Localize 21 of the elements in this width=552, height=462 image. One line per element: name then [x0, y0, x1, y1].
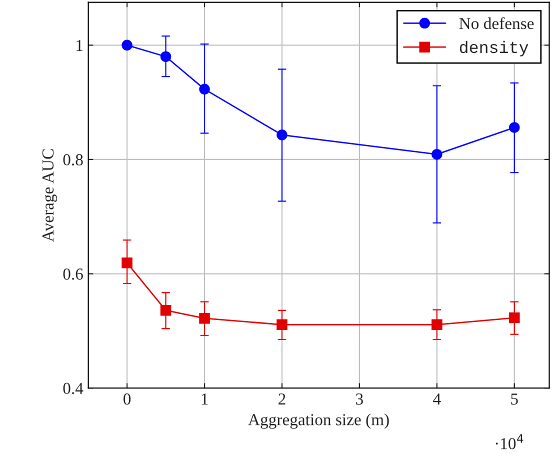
- point: [509, 312, 520, 324]
- text: ·10$^{4}$: [496, 434, 524, 450]
- point: [199, 312, 210, 324]
- point: [432, 319, 442, 330]
- x-tick-label: 0: [124, 393, 131, 405]
- x-tick-label: 2: [278, 393, 286, 405]
- legend-label: density: [460, 40, 528, 56]
- y-tick-label: 0.4: [63, 382, 84, 394]
- point: [122, 258, 132, 268]
- y-tick-label: 0.6: [63, 268, 83, 280]
- x-tick-label: 5: [511, 394, 518, 405]
- x-tick-label: 3: [356, 393, 363, 405]
- point: [122, 40, 132, 51]
- point: [276, 319, 288, 330]
- y-axis-title: Average AUC: [42, 149, 58, 242]
- x-axis-title: Aggregation size (m): [248, 414, 389, 429]
- x-tick-label: 1: [202, 394, 208, 405]
- y-tick-label: 0.8: [63, 154, 83, 166]
- x-tick-label: 4: [433, 394, 441, 405]
- legend-label: No defense: [459, 17, 534, 30]
- y-tick-label: 1: [76, 40, 82, 51]
